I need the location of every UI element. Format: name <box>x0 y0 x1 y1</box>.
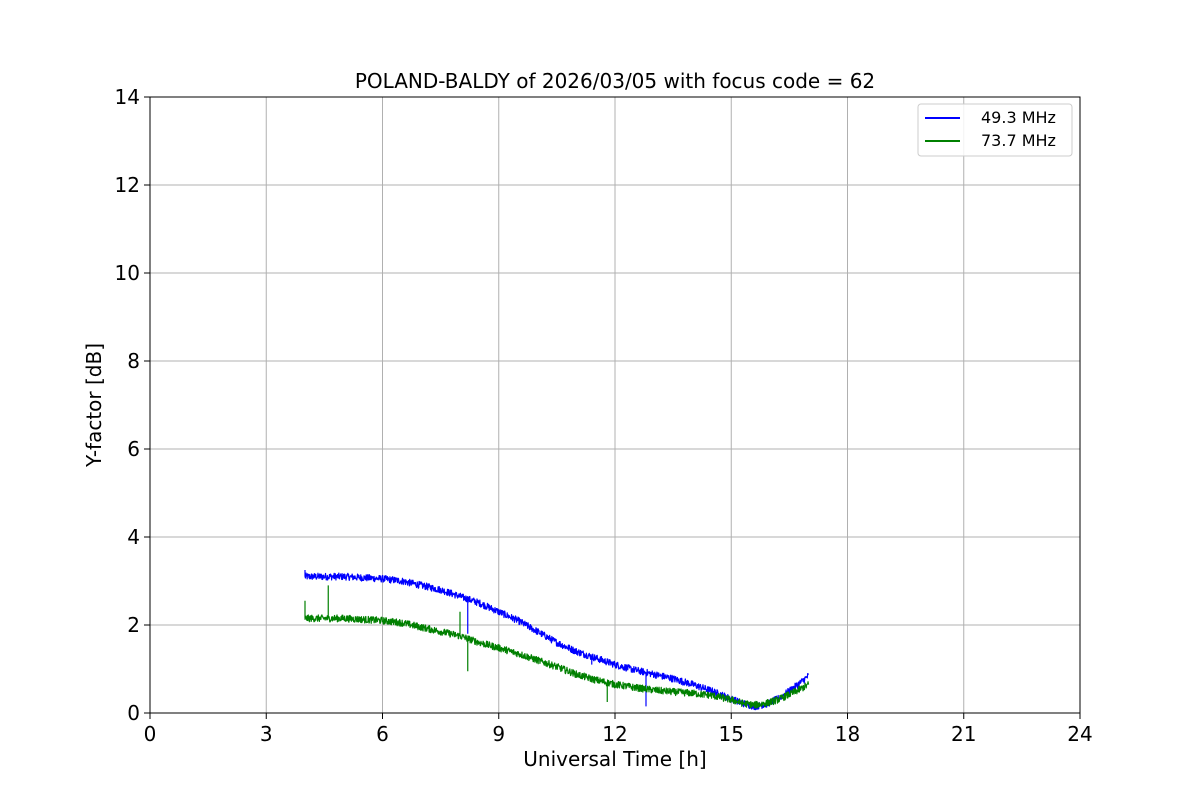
y-tick-label: 14 <box>115 85 140 109</box>
legend: 49.3 MHz 73.7 MHz <box>917 103 1073 157</box>
x-tick-label: 3 <box>260 722 273 746</box>
y-axis-label: Y-factor [dB] <box>82 343 106 468</box>
legend-label-49mhz: 49.3 MHz <box>981 108 1056 127</box>
y-tick-label: 10 <box>115 261 140 285</box>
y-tick-label: 12 <box>115 173 140 197</box>
x-tick-label: 15 <box>719 722 744 746</box>
x-tick-label: 12 <box>602 722 627 746</box>
x-tick-label: 9 <box>492 722 505 746</box>
series-line-1 <box>304 585 810 709</box>
y-tick-label: 0 <box>127 701 140 725</box>
series-line-0 <box>304 570 810 711</box>
x-tick-label: 21 <box>951 722 976 746</box>
legend-label-73mhz: 73.7 MHz <box>981 131 1056 150</box>
x-tick-label: 18 <box>835 722 860 746</box>
series-layer <box>304 570 810 711</box>
y-tick-label: 8 <box>127 349 140 373</box>
x-tick-label: 6 <box>376 722 389 746</box>
chart-title: POLAND-BALDY of 2026/03/05 with focus co… <box>355 69 875 93</box>
x-axis-label: Universal Time [h] <box>523 747 706 771</box>
x-tick-label: 24 <box>1067 722 1092 746</box>
grid <box>149 96 1081 714</box>
x-tick-label: 0 <box>144 722 157 746</box>
y-tick-label: 4 <box>127 525 140 549</box>
y-tick-label: 2 <box>127 613 140 637</box>
y-tick-label: 6 <box>127 437 140 461</box>
